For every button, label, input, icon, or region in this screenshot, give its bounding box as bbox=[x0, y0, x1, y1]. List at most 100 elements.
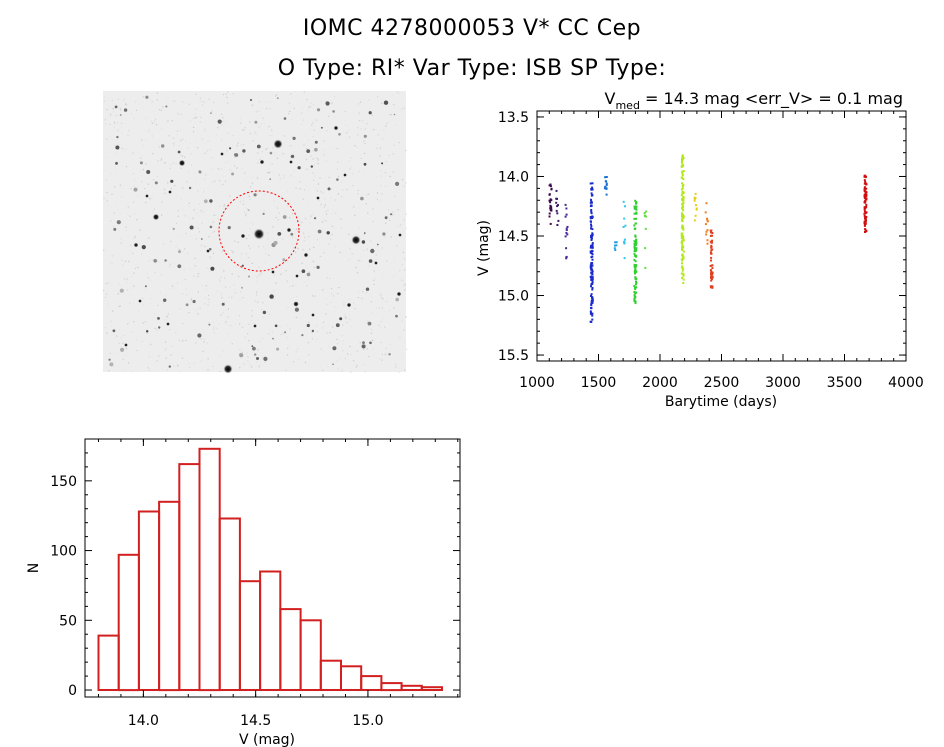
sky-noise bbox=[248, 245, 250, 247]
sky-noise bbox=[141, 360, 143, 362]
sky-noise bbox=[193, 362, 195, 364]
sky-noise bbox=[385, 160, 387, 163]
sky-noise bbox=[131, 370, 133, 372]
light-curve-point bbox=[591, 282, 594, 285]
sky-noise bbox=[363, 152, 366, 155]
sky-noise bbox=[351, 173, 354, 175]
sky-noise bbox=[295, 316, 297, 319]
sky-noise bbox=[305, 158, 308, 160]
sky-noise bbox=[194, 117, 196, 119]
sky-faint-star bbox=[210, 266, 215, 271]
sky-noise bbox=[239, 323, 241, 325]
sky-noise bbox=[133, 285, 135, 287]
sky-noise bbox=[376, 192, 379, 194]
target-circle bbox=[218, 190, 300, 272]
sky-noise bbox=[386, 300, 388, 302]
sky-noise bbox=[210, 168, 212, 170]
light-curve-point bbox=[711, 271, 714, 274]
sky-noise bbox=[126, 281, 128, 283]
sky-noise bbox=[326, 303, 328, 305]
title-med-subscript: med bbox=[615, 99, 639, 112]
sky-star bbox=[374, 261, 378, 265]
sky-noise bbox=[160, 159, 162, 161]
sky-noise bbox=[158, 355, 160, 357]
sky-star bbox=[396, 291, 402, 297]
light-curve-point bbox=[590, 198, 592, 201]
sky-faint-star bbox=[336, 178, 339, 181]
sky-noise bbox=[152, 153, 154, 155]
sky-noise bbox=[158, 109, 161, 111]
sky-noise bbox=[254, 131, 256, 134]
sky-noise bbox=[203, 191, 205, 193]
sky-noise bbox=[238, 275, 240, 278]
sky-noise bbox=[262, 117, 264, 119]
sky-noise bbox=[359, 154, 362, 156]
sky-noise bbox=[244, 127, 246, 129]
sky-noise bbox=[249, 363, 251, 365]
sky-faint-star bbox=[256, 357, 259, 360]
light-curve-point bbox=[624, 205, 626, 208]
sky-noise bbox=[122, 264, 124, 266]
light-curve-point bbox=[710, 241, 713, 244]
sky-faint-star bbox=[338, 133, 341, 136]
sky-faint-star bbox=[364, 232, 366, 234]
sky-noise bbox=[148, 237, 150, 239]
sky-noise bbox=[251, 176, 253, 178]
sky-faint-star bbox=[283, 117, 287, 120]
sky-noise bbox=[311, 295, 313, 297]
light-curve-point bbox=[863, 224, 866, 227]
sky-noise bbox=[110, 113, 112, 116]
sky-noise bbox=[275, 217, 277, 219]
sky-noise bbox=[381, 258, 383, 260]
sky-noise bbox=[148, 260, 150, 262]
sky-noise bbox=[283, 175, 286, 177]
sky-noise bbox=[231, 170, 233, 172]
sky-noise bbox=[297, 358, 299, 360]
sky-noise bbox=[117, 129, 120, 131]
sky-noise bbox=[103, 197, 105, 200]
sky-noise bbox=[117, 293, 119, 295]
light-curve-point bbox=[711, 275, 714, 278]
sky-noise bbox=[367, 212, 369, 214]
sky-noise bbox=[289, 286, 291, 288]
sky-noise bbox=[129, 250, 131, 252]
sky-noise bbox=[224, 304, 226, 307]
sky-noise bbox=[151, 259, 153, 261]
sky-noise bbox=[297, 202, 299, 204]
sky-noise bbox=[303, 240, 305, 242]
sky-noise bbox=[302, 107, 304, 109]
sky-noise bbox=[292, 285, 294, 287]
light-curve-point bbox=[682, 250, 685, 253]
sky-faint-star bbox=[154, 181, 158, 185]
sky-noise bbox=[259, 340, 261, 342]
light-curve-point bbox=[590, 223, 592, 226]
sky-faint-star bbox=[116, 135, 119, 139]
light-curve-point bbox=[681, 277, 684, 279]
light-curve-point bbox=[709, 251, 712, 254]
sky-noise bbox=[362, 291, 364, 293]
light-curve-point bbox=[633, 270, 636, 273]
sky-noise bbox=[332, 326, 334, 328]
sky-noise bbox=[133, 152, 135, 154]
histogram-bar bbox=[299, 619, 322, 691]
sky-noise bbox=[231, 343, 233, 345]
sky-noise bbox=[283, 177, 285, 179]
sky-noise bbox=[392, 153, 394, 155]
sky-noise bbox=[404, 258, 406, 260]
sky-noise bbox=[142, 322, 144, 324]
sky-faint-star bbox=[109, 362, 114, 367]
sky-noise bbox=[258, 365, 260, 367]
sky-noise bbox=[141, 340, 143, 343]
sky-faint-star bbox=[376, 243, 379, 246]
light-curve-point bbox=[623, 257, 626, 260]
sky-noise bbox=[121, 196, 123, 198]
histogram-bar bbox=[360, 675, 383, 691]
sky-faint-star bbox=[113, 227, 117, 231]
sky-noise bbox=[158, 146, 160, 148]
sky-noise bbox=[257, 301, 259, 303]
light-curve-point bbox=[682, 278, 685, 281]
sky-noise bbox=[197, 227, 199, 229]
sky-star bbox=[220, 152, 224, 156]
light-curve-point bbox=[682, 215, 685, 218]
sky-noise bbox=[129, 295, 131, 297]
